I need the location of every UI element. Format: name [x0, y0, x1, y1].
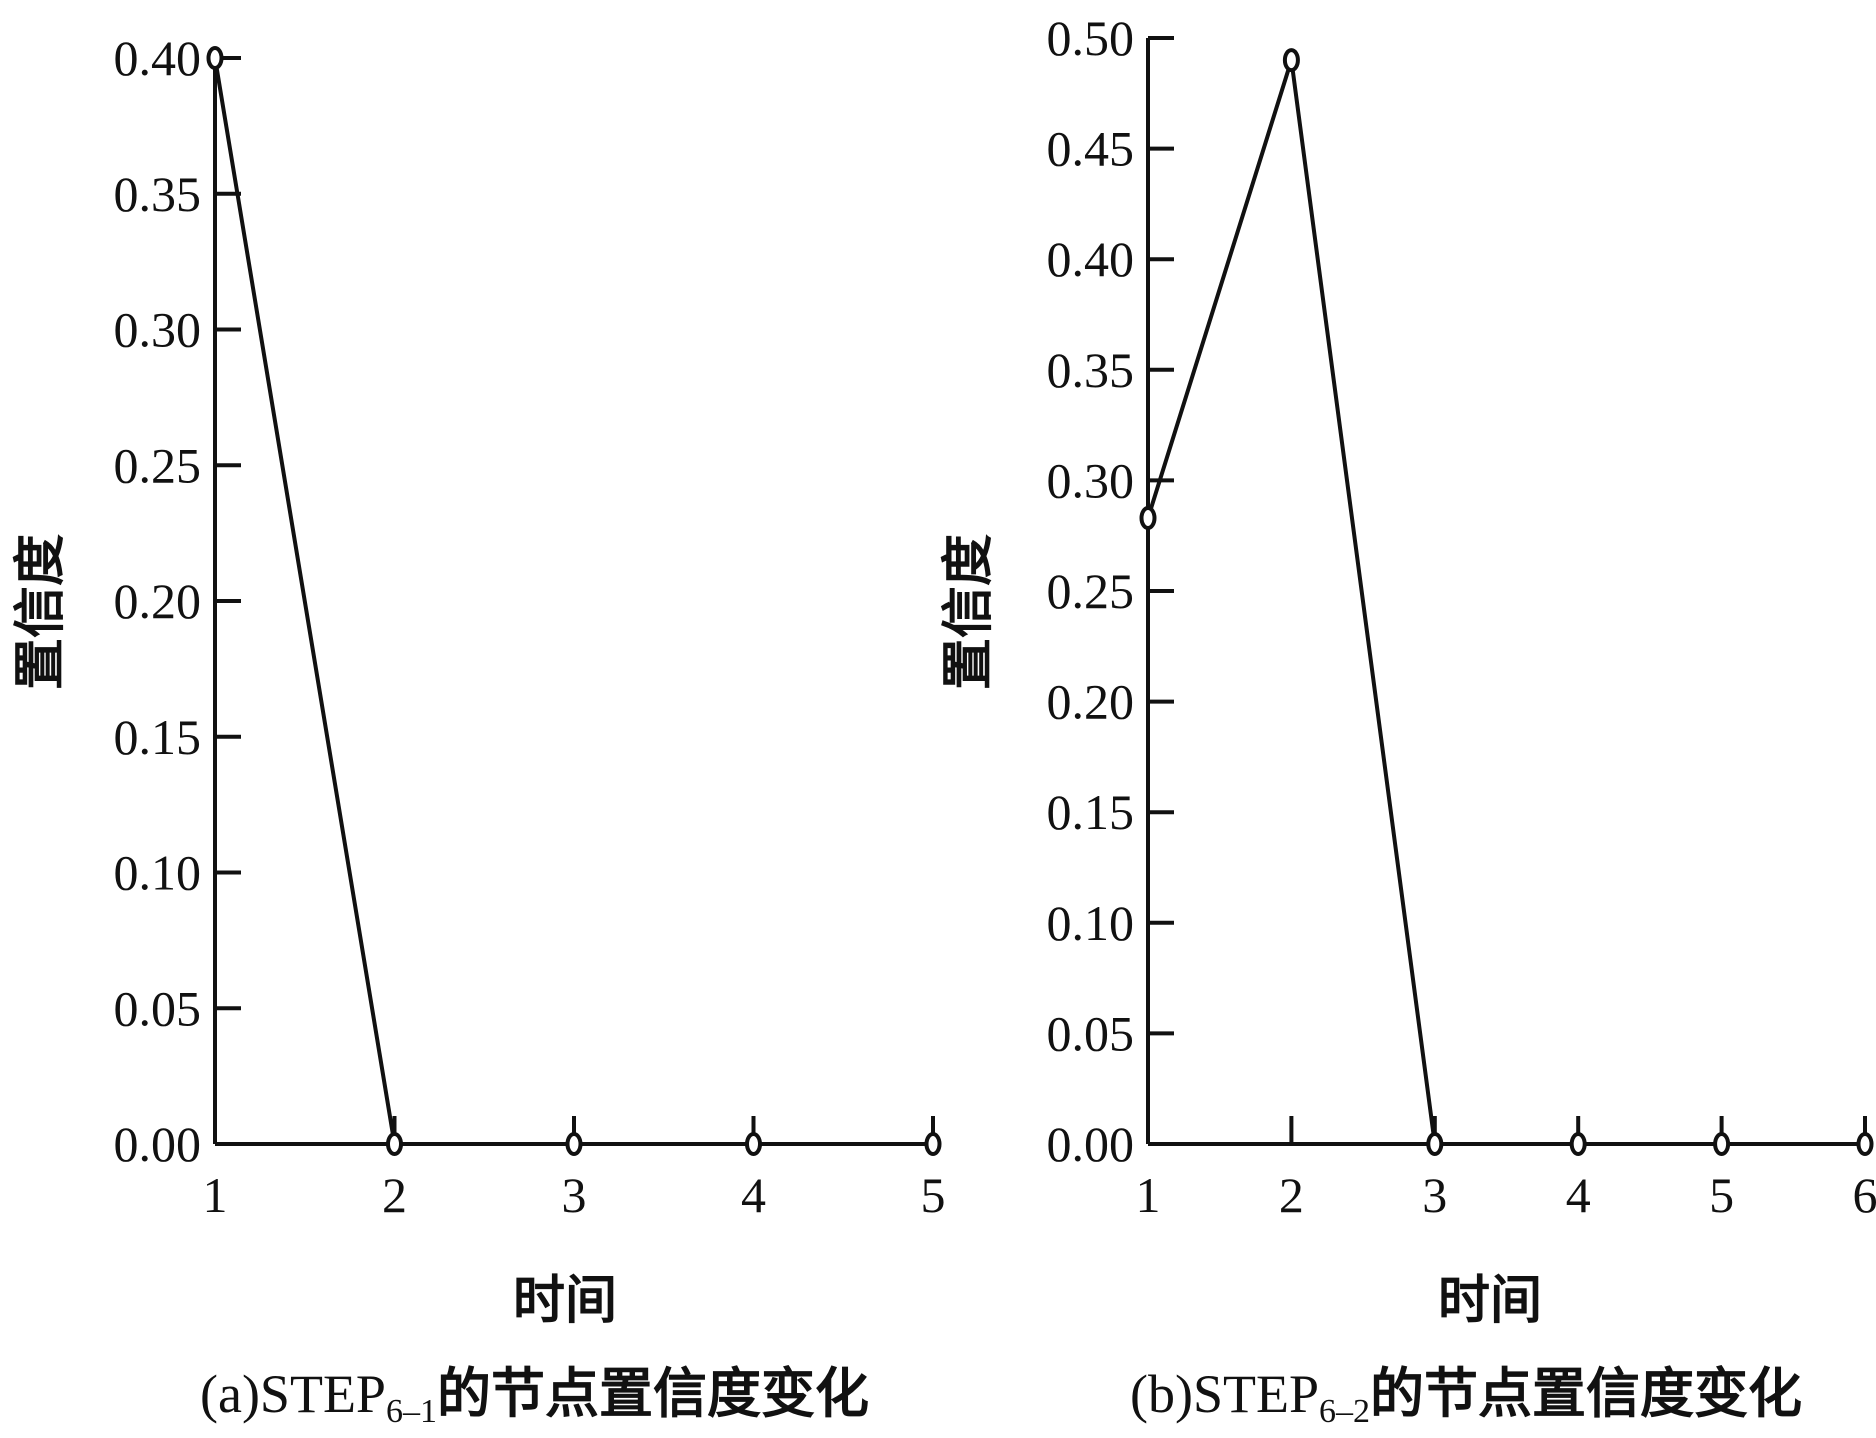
data-point	[565, 1132, 583, 1156]
x-tick-label: 5	[1709, 1167, 1734, 1223]
y-tick-label: 0.45	[1047, 121, 1135, 177]
data-point	[1426, 1132, 1444, 1156]
x-tick-label: 5	[921, 1167, 946, 1223]
x-axis-title: 时间	[513, 1271, 617, 1331]
y-tick-label: 0.40	[114, 30, 202, 86]
x-tick-label: 2	[1279, 1167, 1304, 1223]
x-tick-label: 1	[203, 1167, 228, 1223]
data-point	[1139, 506, 1157, 531]
x-tick-label: 4	[1566, 1167, 1591, 1223]
data-point	[1282, 48, 1300, 73]
y-tick-label: 0.00	[114, 1116, 202, 1172]
data-point	[924, 1132, 942, 1156]
y-tick-label: 0.25	[114, 437, 202, 493]
y-tick-label: 0.20	[1047, 674, 1135, 730]
caption-suffix: 的节点置信度变化	[1370, 1362, 1802, 1425]
panel-caption: (a)STEP6–1的节点置信度变化	[200, 1362, 869, 1430]
x-tick-label: 1	[1136, 1167, 1161, 1223]
y-tick-label: 0.00	[1047, 1116, 1135, 1172]
x-tick-label: 3	[562, 1167, 587, 1223]
y-axis-title: 置信度	[11, 534, 71, 690]
data-point	[745, 1132, 762, 1156]
data-point	[1856, 1132, 1874, 1156]
y-tick-label: 0.05	[1047, 1005, 1135, 1061]
y-tick-label: 0.10	[114, 845, 202, 901]
y-tick-label: 0.35	[114, 166, 202, 222]
series-line	[213, 57, 933, 1146]
y-tick-label: 0.15	[1047, 784, 1135, 840]
y-tick-label: 0.05	[114, 980, 202, 1036]
data-point	[1569, 1132, 1587, 1156]
y-tick-label: 0.35	[1047, 342, 1135, 398]
y-tick-label: 0.10	[1047, 895, 1135, 951]
caption-subscript: 6–2	[1319, 1393, 1370, 1430]
caption-prefix: (a)STEP	[200, 1364, 386, 1424]
y-tick-label: 0.15	[114, 709, 202, 765]
y-tick-label: 0.25	[1047, 563, 1135, 619]
data-point	[386, 1132, 403, 1156]
caption-subscript: 6–1	[386, 1393, 437, 1430]
caption-prefix: (b)STEP	[1130, 1364, 1319, 1424]
x-tick-label: 4	[741, 1167, 766, 1223]
y-tick-label: 0.40	[1047, 231, 1135, 287]
y-tick-label: 0.50	[1047, 10, 1135, 66]
y-axis-title: 置信度	[939, 534, 999, 690]
series-line	[1146, 59, 1865, 1146]
data-point	[1713, 1132, 1731, 1156]
x-axis-title: 时间	[1438, 1271, 1542, 1331]
caption-suffix: 的节点置信度变化	[437, 1362, 869, 1425]
y-tick-label: 0.30	[114, 302, 202, 358]
y-tick-label: 0.30	[1047, 452, 1135, 508]
x-tick-label: 2	[382, 1167, 407, 1223]
x-tick-label: 6	[1853, 1167, 1876, 1223]
data-point	[206, 46, 224, 70]
x-tick-label: 3	[1422, 1167, 1447, 1223]
panel-b: 0.00 0.05 0.10 0.15 0.20 0.25 0.30 0.35 0.40 0.45…	[939, 10, 1876, 1430]
y-tick-label: 0.20	[114, 573, 202, 629]
panel-caption: (b)STEP6–2的节点置信度变化	[1130, 1362, 1802, 1430]
panel-a: 0.00 0.05 0.10 0.15 0.20 0.25 0.30 0.35 0.40 1 2 3 4…	[11, 30, 946, 1430]
